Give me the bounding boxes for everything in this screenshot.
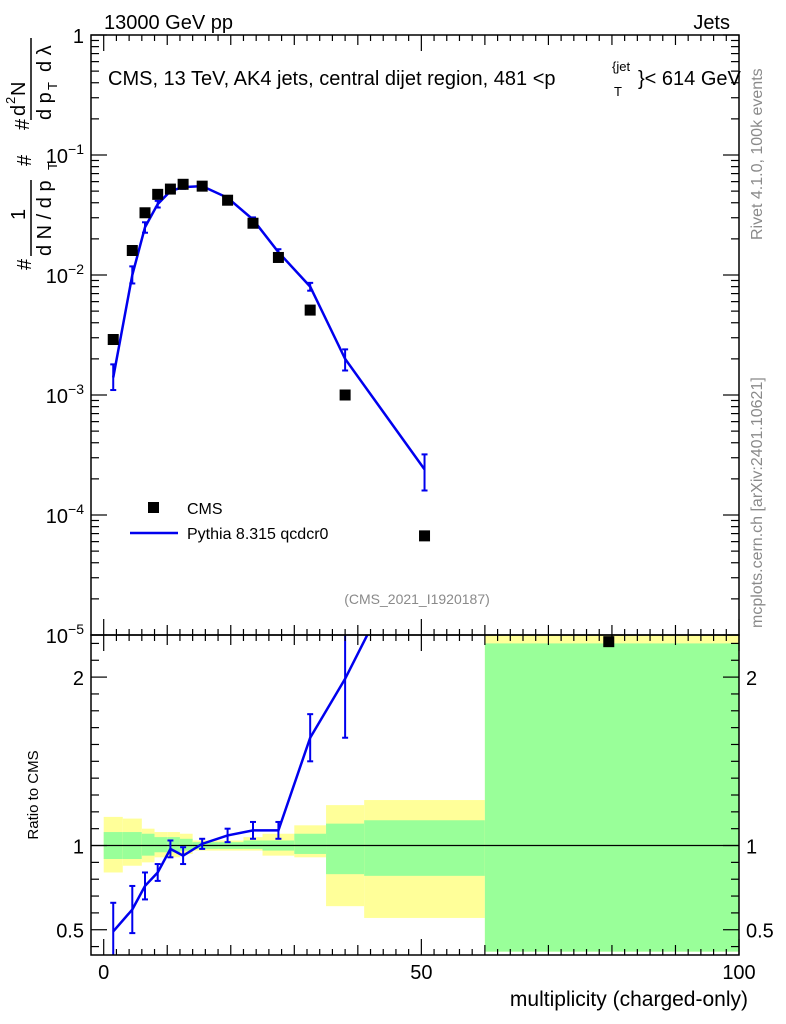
ratio-band-inner xyxy=(364,820,485,876)
title-suffix: }< 614 GeV xyxy=(638,68,742,90)
main-y-tick-label: 10−1 xyxy=(46,141,84,168)
energy-label: 13000 GeV pp xyxy=(104,12,233,34)
main-y-tick-label: 10−4 xyxy=(46,501,84,528)
x-axis-label: multiplicity (charged-only) xyxy=(510,988,748,1011)
ratio-axis-ticks: 0.5 0.5 1 1 2 2 0 50 100 xyxy=(56,635,774,984)
cms-data-point xyxy=(304,304,316,316)
ratio-band-inner xyxy=(154,837,168,853)
main-content xyxy=(107,178,615,648)
ratio-y-tick-label-left: 0.5 xyxy=(56,921,84,943)
x-tick-label: 50 xyxy=(410,962,432,984)
ylabel-dN: d N / d p xyxy=(34,180,56,256)
title-sup: {jet xyxy=(612,59,630,74)
ratio-y-tick-label-left: 2 xyxy=(73,668,84,690)
cms-data-point xyxy=(272,251,284,263)
ratio-y-tick-label-right: 0.5 xyxy=(746,921,774,943)
ylabel-hash2: # xyxy=(14,154,36,166)
ylabel-one: 1 xyxy=(8,209,30,220)
main-ylabel: # 1 d N / d p T # # d 2 N d p T d λ xyxy=(3,38,60,270)
main-y-tick-label: 1 xyxy=(73,26,84,48)
ratio-y-tick-label-left: 1 xyxy=(73,837,84,859)
ylabel-hash3: # xyxy=(12,118,34,130)
cms-data-point xyxy=(177,178,189,190)
plot-title: CMS, 13 TeV, AK4 jets, central dijet reg… xyxy=(108,68,556,90)
x-tick-label: 0 xyxy=(98,962,109,984)
title-sub: T xyxy=(614,84,622,99)
legend-label-cms: CMS xyxy=(187,501,223,518)
ratio-band-inner xyxy=(179,838,193,851)
ratio-band-inner xyxy=(243,840,263,849)
legend-label-pythia: Pythia 8.315 qcdcr0 xyxy=(187,526,329,543)
ylabel-d2N-d: d xyxy=(8,105,30,116)
main-y-tick-label: 10−3 xyxy=(46,381,84,408)
pythia-line xyxy=(112,184,426,471)
ylabel-d2N-N: N xyxy=(8,82,30,96)
ratio-band-inner xyxy=(141,833,155,856)
analysis-id: (CMS_2021_I1920187) xyxy=(344,591,490,607)
ylabel-sub1: T xyxy=(45,162,60,170)
cms-data-point xyxy=(126,245,138,257)
x-tick-label: 100 xyxy=(722,962,755,984)
rivet-label: Rivet 4.1.0, 100k events xyxy=(749,68,766,240)
ratio-band-inner xyxy=(484,643,739,952)
ratio-uncertainty-bands xyxy=(103,635,739,952)
title-prefix: CMS, 13 TeV, AK4 jets, central dijet reg… xyxy=(108,68,556,90)
ratio-ylabel: Ratio to CMS xyxy=(25,750,42,839)
main-frame xyxy=(90,34,740,636)
main-y-tick-label: 10−5 xyxy=(46,621,84,648)
cms-data-point xyxy=(139,207,151,219)
cms-data-point xyxy=(196,180,208,192)
ratio-series xyxy=(110,635,369,955)
ylabel-hash1: # xyxy=(14,258,36,270)
cms-data-point xyxy=(603,636,615,648)
legend-marker-cms xyxy=(148,502,159,513)
cms-data-point xyxy=(164,183,176,195)
cms-data-point xyxy=(247,217,259,229)
ratio-band-inner xyxy=(326,823,365,875)
main-y-tick-label: 10−2 xyxy=(46,261,84,288)
ratio-y-tick-label-right: 1 xyxy=(746,837,757,859)
ratio-band-inner xyxy=(294,833,327,854)
ylabel-dlambda: d λ xyxy=(34,45,56,72)
ylabel-sub2: T xyxy=(45,82,60,90)
main-axis-ticks: 10−5 10−4 10−3 10−2 10−1 1 xyxy=(46,26,740,648)
ylabel-d2N-two: 2 xyxy=(3,97,18,104)
cms-data-point xyxy=(339,389,351,401)
cms-data-point xyxy=(152,188,164,200)
ratio-content xyxy=(91,635,739,955)
category-label: Jets xyxy=(693,12,730,34)
ylabel-dpT: d p xyxy=(34,92,56,120)
cms-data-point xyxy=(419,530,431,542)
cms-data-point xyxy=(107,334,119,346)
mcplots-label: mcplots.cern.ch [arXiv:2401.10621] xyxy=(749,377,766,628)
cms-data-point xyxy=(222,194,234,206)
ratio-y-tick-label-right: 2 xyxy=(746,668,757,690)
legend: CMS Pythia 8.315 qcdcr0 xyxy=(130,501,329,543)
